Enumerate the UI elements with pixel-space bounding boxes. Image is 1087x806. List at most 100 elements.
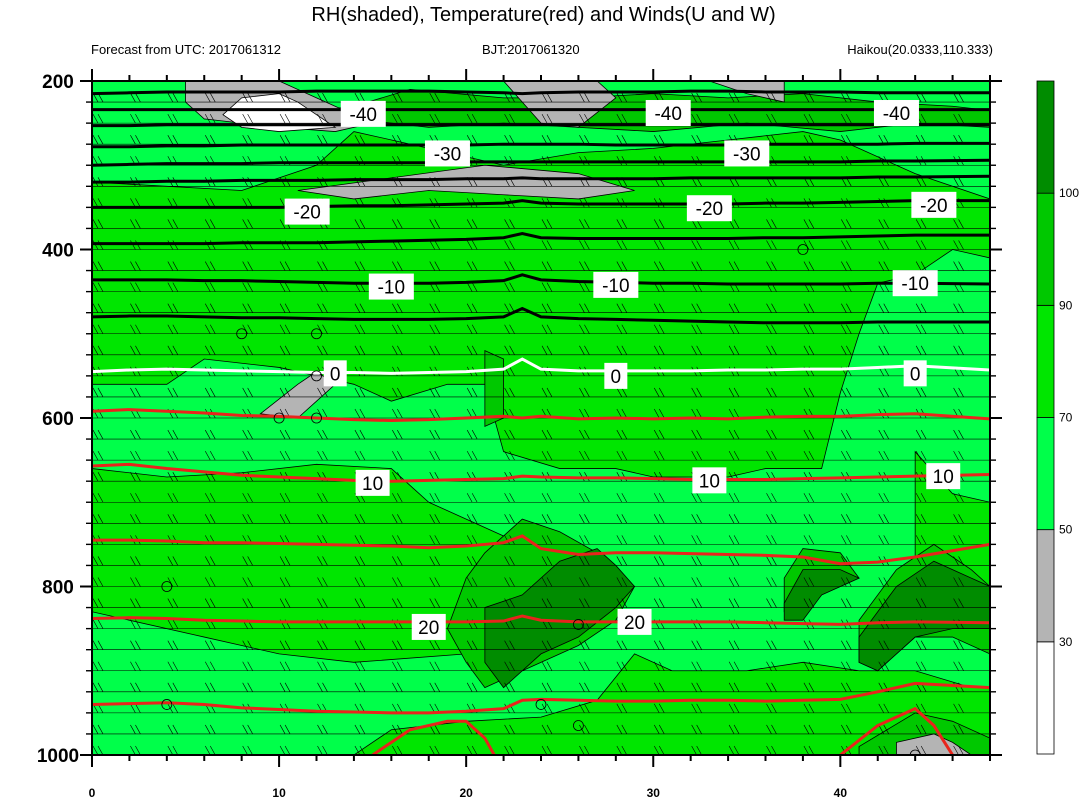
wind-barb bbox=[92, 472, 104, 482]
wind-barb bbox=[504, 261, 515, 271]
wind-barb bbox=[991, 346, 1001, 355]
wind-barb bbox=[953, 113, 964, 124]
wind-barb bbox=[392, 640, 403, 650]
wind-barb bbox=[541, 514, 553, 524]
wind-barb bbox=[841, 724, 852, 735]
wind-barb bbox=[766, 682, 777, 692]
wind-barb bbox=[653, 324, 665, 334]
wind-barb bbox=[354, 556, 366, 566]
wind-barb bbox=[541, 240, 553, 250]
wind-barb bbox=[242, 219, 253, 229]
wind-barb bbox=[579, 493, 590, 503]
contour-label-box bbox=[692, 467, 727, 494]
wind-barb bbox=[953, 577, 964, 587]
wind-barb bbox=[991, 367, 1001, 376]
calm-wind-markers bbox=[161, 244, 921, 755]
wind-barb bbox=[953, 219, 964, 229]
contour-label-box bbox=[340, 100, 386, 127]
wind-barb bbox=[130, 577, 141, 587]
wind-barb bbox=[579, 429, 590, 440]
wind-barb bbox=[653, 535, 665, 545]
wind-barb bbox=[392, 387, 403, 398]
wind-barb bbox=[392, 745, 403, 755]
wind-barb bbox=[579, 303, 590, 313]
y-tick-label: 200 bbox=[42, 72, 74, 93]
wind-barb bbox=[92, 577, 104, 587]
wind-barb bbox=[279, 682, 291, 692]
wind-barb bbox=[317, 282, 328, 292]
wind-barb bbox=[616, 556, 628, 566]
wind-barb bbox=[317, 261, 328, 271]
contour-label: 10 bbox=[926, 463, 961, 490]
wind-barb bbox=[354, 514, 366, 524]
wind-barb bbox=[616, 324, 628, 334]
wind-barb bbox=[953, 745, 964, 755]
wind-barb bbox=[204, 493, 216, 503]
wind-barb bbox=[653, 703, 665, 714]
wind-barb bbox=[541, 219, 553, 229]
isotherm-line bbox=[92, 408, 990, 423]
contour-label-box bbox=[903, 360, 927, 387]
wind-barb bbox=[653, 493, 665, 503]
wind-barb bbox=[728, 577, 740, 587]
wind-barb bbox=[766, 387, 777, 398]
wind-barb bbox=[953, 598, 964, 608]
wind-barb bbox=[172, 81, 178, 82]
wind-barb bbox=[991, 241, 1001, 250]
wind-barb bbox=[242, 429, 253, 440]
wind-barb bbox=[354, 261, 366, 271]
x-tick-label: 0 bbox=[89, 786, 96, 800]
wind-barb bbox=[429, 450, 441, 461]
wind-barb bbox=[130, 724, 141, 735]
wind-barb bbox=[953, 493, 964, 503]
wind-barb bbox=[579, 408, 590, 419]
wind-barb bbox=[616, 135, 628, 145]
wind-barb bbox=[915, 387, 927, 398]
wind-barb bbox=[130, 598, 141, 608]
wind-barb bbox=[317, 303, 328, 313]
wind-barb bbox=[771, 81, 777, 82]
contour-label-text: 10 bbox=[933, 467, 954, 488]
wind-barb bbox=[354, 429, 366, 440]
wind-barb bbox=[766, 113, 777, 124]
wind-barb bbox=[466, 135, 478, 145]
wind-barb bbox=[915, 493, 927, 503]
isotherm-line bbox=[92, 534, 990, 566]
contour-label-box bbox=[411, 613, 446, 640]
wind-barb bbox=[691, 724, 702, 735]
wind-barb bbox=[317, 135, 328, 145]
calm-marker bbox=[311, 370, 322, 382]
wind-barb bbox=[392, 493, 403, 503]
wind-barb bbox=[204, 92, 216, 103]
wind-barb bbox=[204, 282, 216, 292]
rh-region bbox=[297, 164, 635, 200]
contour-label-box bbox=[284, 198, 330, 225]
wind-barb bbox=[579, 387, 590, 398]
wind-barb bbox=[991, 683, 1001, 692]
wind-barb bbox=[317, 345, 328, 355]
wind-barb bbox=[354, 450, 366, 461]
contour-label-text: 20 bbox=[418, 618, 439, 639]
wind-barb bbox=[429, 493, 441, 503]
contour-label: -40 bbox=[645, 100, 691, 127]
wind-barb bbox=[953, 514, 964, 524]
isotherm-line bbox=[92, 273, 990, 286]
wind-barb bbox=[991, 219, 1001, 228]
wind-barb bbox=[691, 261, 702, 271]
wind-barb bbox=[541, 745, 553, 755]
wind-barb bbox=[691, 450, 702, 461]
wind-barb bbox=[541, 450, 553, 461]
wind-barb bbox=[279, 282, 291, 292]
wind-barb bbox=[878, 429, 890, 440]
wind-barb bbox=[691, 682, 702, 692]
wind-barb bbox=[616, 450, 628, 461]
wind-barb bbox=[504, 429, 515, 440]
wind-barb bbox=[354, 219, 366, 229]
wind-barb bbox=[242, 345, 253, 355]
wind-barb bbox=[579, 640, 590, 650]
wind-barb bbox=[915, 261, 927, 271]
wind-barb bbox=[279, 387, 291, 398]
contour-label: -40 bbox=[340, 100, 386, 127]
wind-barb bbox=[429, 303, 441, 313]
wind-barb bbox=[616, 408, 628, 419]
